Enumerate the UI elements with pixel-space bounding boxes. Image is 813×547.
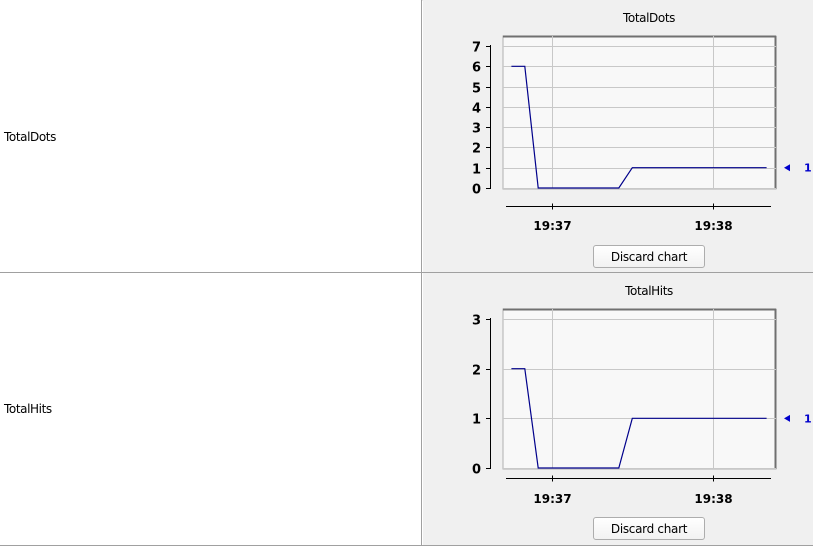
last-value-label: 1	[804, 412, 812, 425]
chart-cell: TotalHits 0 1 2 3 19:37 19:38 1 Discard chart	[423, 273, 813, 545]
y-tick-label: 2	[472, 364, 481, 379]
y-tick-label: 2	[472, 142, 481, 157]
y-tick-label: 1	[472, 163, 481, 178]
row-label: TotalHits	[4, 402, 52, 416]
series-line	[511, 65, 767, 189]
y-tick-label: 0	[472, 183, 481, 198]
row-label: TotalDots	[4, 130, 56, 144]
series-line	[511, 368, 767, 469]
last-value-marker	[784, 164, 790, 172]
plot-area	[502, 35, 777, 190]
y-tick-label: 3	[472, 314, 481, 329]
y-tick-label: 0	[472, 463, 481, 478]
chart-title: TotalDots	[623, 11, 675, 25]
last-value-label: 1	[804, 162, 812, 175]
line-chart: 0 1 2 3 4 5 6 7 19:37 19:38 1	[472, 35, 812, 233]
x-tick-label: 19:37	[533, 219, 571, 233]
row-label-cell: TotalDots	[0, 0, 422, 272]
y-tick-label: 4	[472, 102, 481, 117]
x-tick-label: 19:38	[694, 492, 732, 506]
chart-cell: TotalDots 0 1 2 3 4 5 6 7 19:37 19:38 1 Discard ch…	[423, 0, 813, 272]
discard-chart-button[interactable]: Discard chart	[593, 245, 705, 268]
x-tick-label: 19:38	[694, 219, 732, 233]
line-chart: 0 1 2 3 19:37 19:38 1	[472, 308, 812, 506]
y-tick-label: 6	[472, 61, 481, 76]
plot-area	[502, 308, 777, 470]
x-tick-label: 19:37	[533, 492, 571, 506]
chart-title: TotalHits	[625, 284, 673, 298]
y-tick-label: 3	[472, 122, 481, 137]
table-row: TotalHits TotalHits 0 1 2 3 19:37 19:38 1 Disc…	[0, 273, 813, 546]
row-label-cell: TotalHits	[0, 273, 422, 545]
y-tick-label: 7	[472, 41, 481, 56]
y-tick-label: 5	[472, 82, 481, 97]
last-value-marker	[784, 414, 790, 422]
discard-chart-button[interactable]: Discard chart	[593, 517, 705, 540]
y-tick-label: 1	[472, 413, 481, 428]
table-row: TotalDots TotalDots 0 1 2 3 4 5 6 7 19:37 19:38 1 …	[0, 0, 813, 273]
